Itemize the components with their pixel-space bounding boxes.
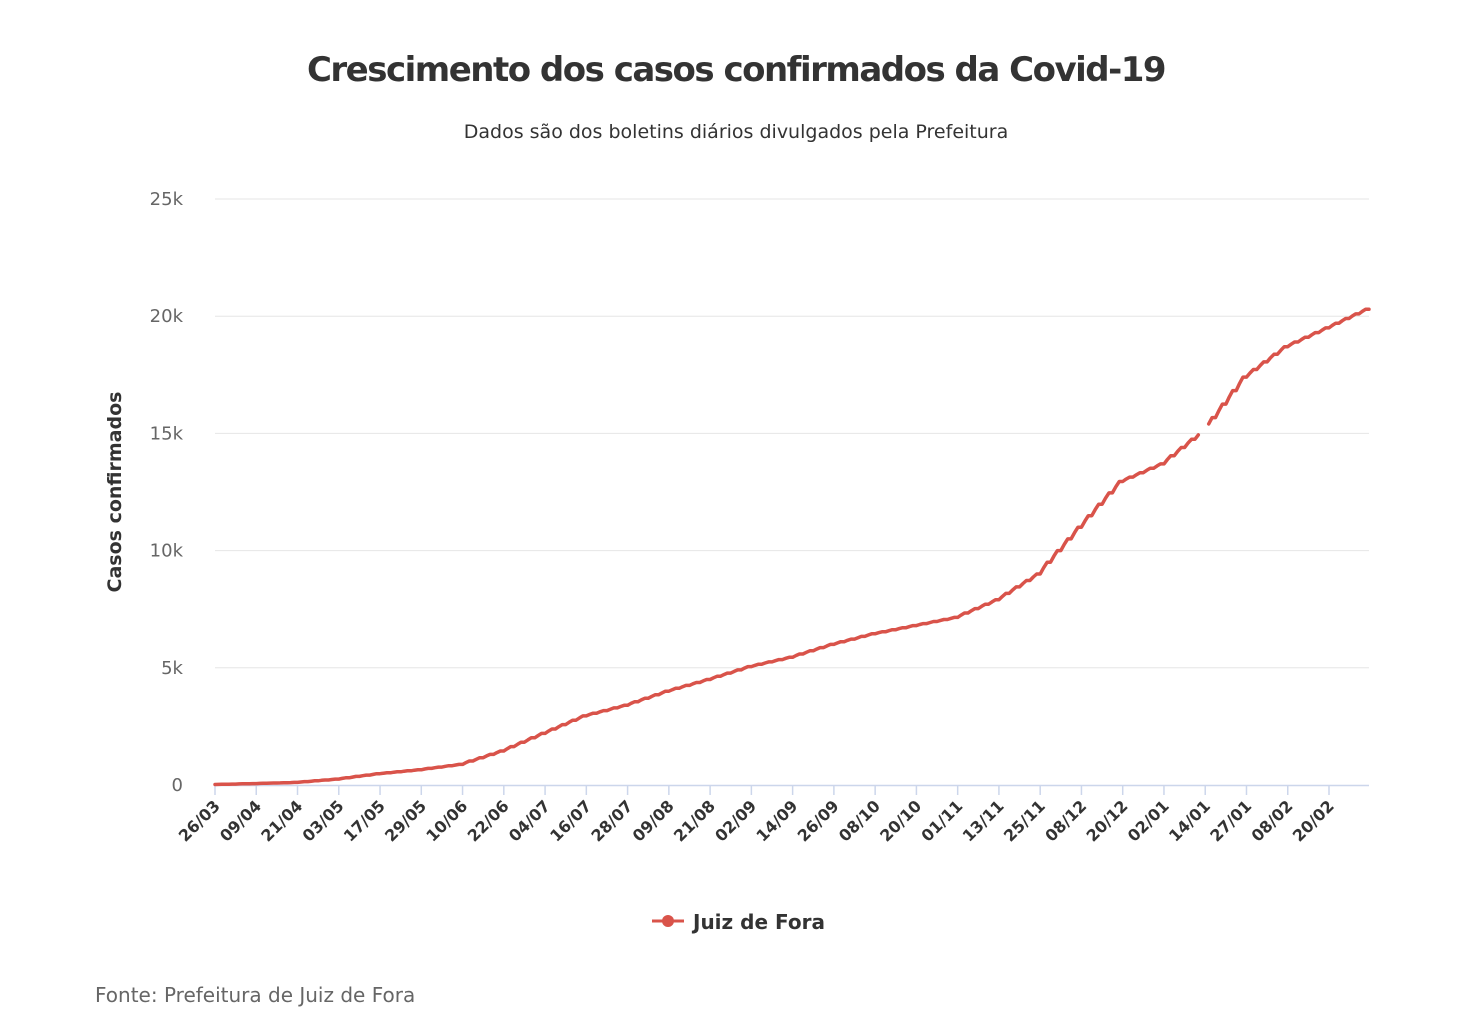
x-tick-label: 20/02 bbox=[1289, 796, 1338, 845]
x-tick-label: 08/02 bbox=[1248, 796, 1297, 845]
y-tick-label: 25k bbox=[150, 189, 184, 210]
legend-marker-icon bbox=[662, 915, 674, 927]
y-axis-label: Casos confirmados bbox=[104, 392, 126, 593]
x-tick-label: 14/09 bbox=[752, 796, 801, 845]
x-tick-label: 17/05 bbox=[340, 796, 389, 845]
x-tick-label: 21/08 bbox=[670, 796, 719, 845]
x-tick-label: 25/11 bbox=[1000, 796, 1049, 845]
x-tick-label: 04/07 bbox=[505, 796, 554, 845]
chart-subtitle: Dados são dos boletins diários divulgado… bbox=[463, 121, 1009, 143]
x-tick-label: 01/11 bbox=[917, 796, 966, 845]
grid-lines bbox=[215, 198, 1369, 669]
y-tick-label: 15k bbox=[150, 423, 184, 444]
legend-label[interactable]: Juiz de Fora bbox=[691, 910, 825, 934]
x-tick-label: 08/10 bbox=[835, 796, 884, 845]
series-line-segment[interactable] bbox=[1206, 307, 1371, 426]
series-juiz-de-fora bbox=[213, 307, 1371, 787]
legend[interactable]: Juiz de Fora bbox=[652, 910, 825, 934]
x-tick-label: 02/01 bbox=[1124, 796, 1173, 845]
x-tick-label: 10/06 bbox=[422, 796, 471, 845]
x-tick-label: 09/08 bbox=[629, 796, 678, 845]
x-tick-label: 26/09 bbox=[794, 796, 843, 845]
x-tick-label: 20/12 bbox=[1082, 796, 1131, 845]
y-tick-label: 0 bbox=[172, 775, 183, 796]
chart-title: Crescimento dos casos confirmados da Cov… bbox=[306, 50, 1167, 90]
x-tick-label: 22/06 bbox=[464, 796, 513, 845]
x-tick-label: 26/03 bbox=[175, 796, 224, 845]
y-tick-label: 10k bbox=[150, 541, 184, 562]
source-note: Fonte: Prefeitura de Juiz de Fora bbox=[95, 983, 416, 1007]
x-tick-label: 09/04 bbox=[216, 796, 265, 845]
x-tick-label: 28/07 bbox=[587, 796, 636, 845]
x-tick-label: 03/05 bbox=[299, 796, 348, 845]
x-tick-label: 21/04 bbox=[257, 796, 306, 845]
x-tick-label: 14/01 bbox=[1165, 796, 1214, 845]
x-tick-label: 20/10 bbox=[876, 796, 925, 845]
x-tick-label: 16/07 bbox=[546, 796, 595, 845]
series-line-segment[interactable] bbox=[213, 433, 1201, 787]
x-tick-label: 02/09 bbox=[711, 796, 760, 845]
x-tick-label: 08/12 bbox=[1041, 796, 1090, 845]
y-axis-ticks: 0 5k 10k 15k 20k 25k bbox=[150, 189, 184, 796]
y-tick-label: 20k bbox=[150, 306, 184, 327]
x-tick-label: 13/11 bbox=[959, 796, 1008, 845]
x-tick-label: 29/05 bbox=[381, 796, 430, 845]
y-tick-label: 5k bbox=[161, 658, 183, 679]
x-axis: 26/0309/0421/0403/0517/0529/0510/0622/06… bbox=[175, 784, 1369, 845]
x-tick-label: 27/01 bbox=[1206, 796, 1255, 845]
